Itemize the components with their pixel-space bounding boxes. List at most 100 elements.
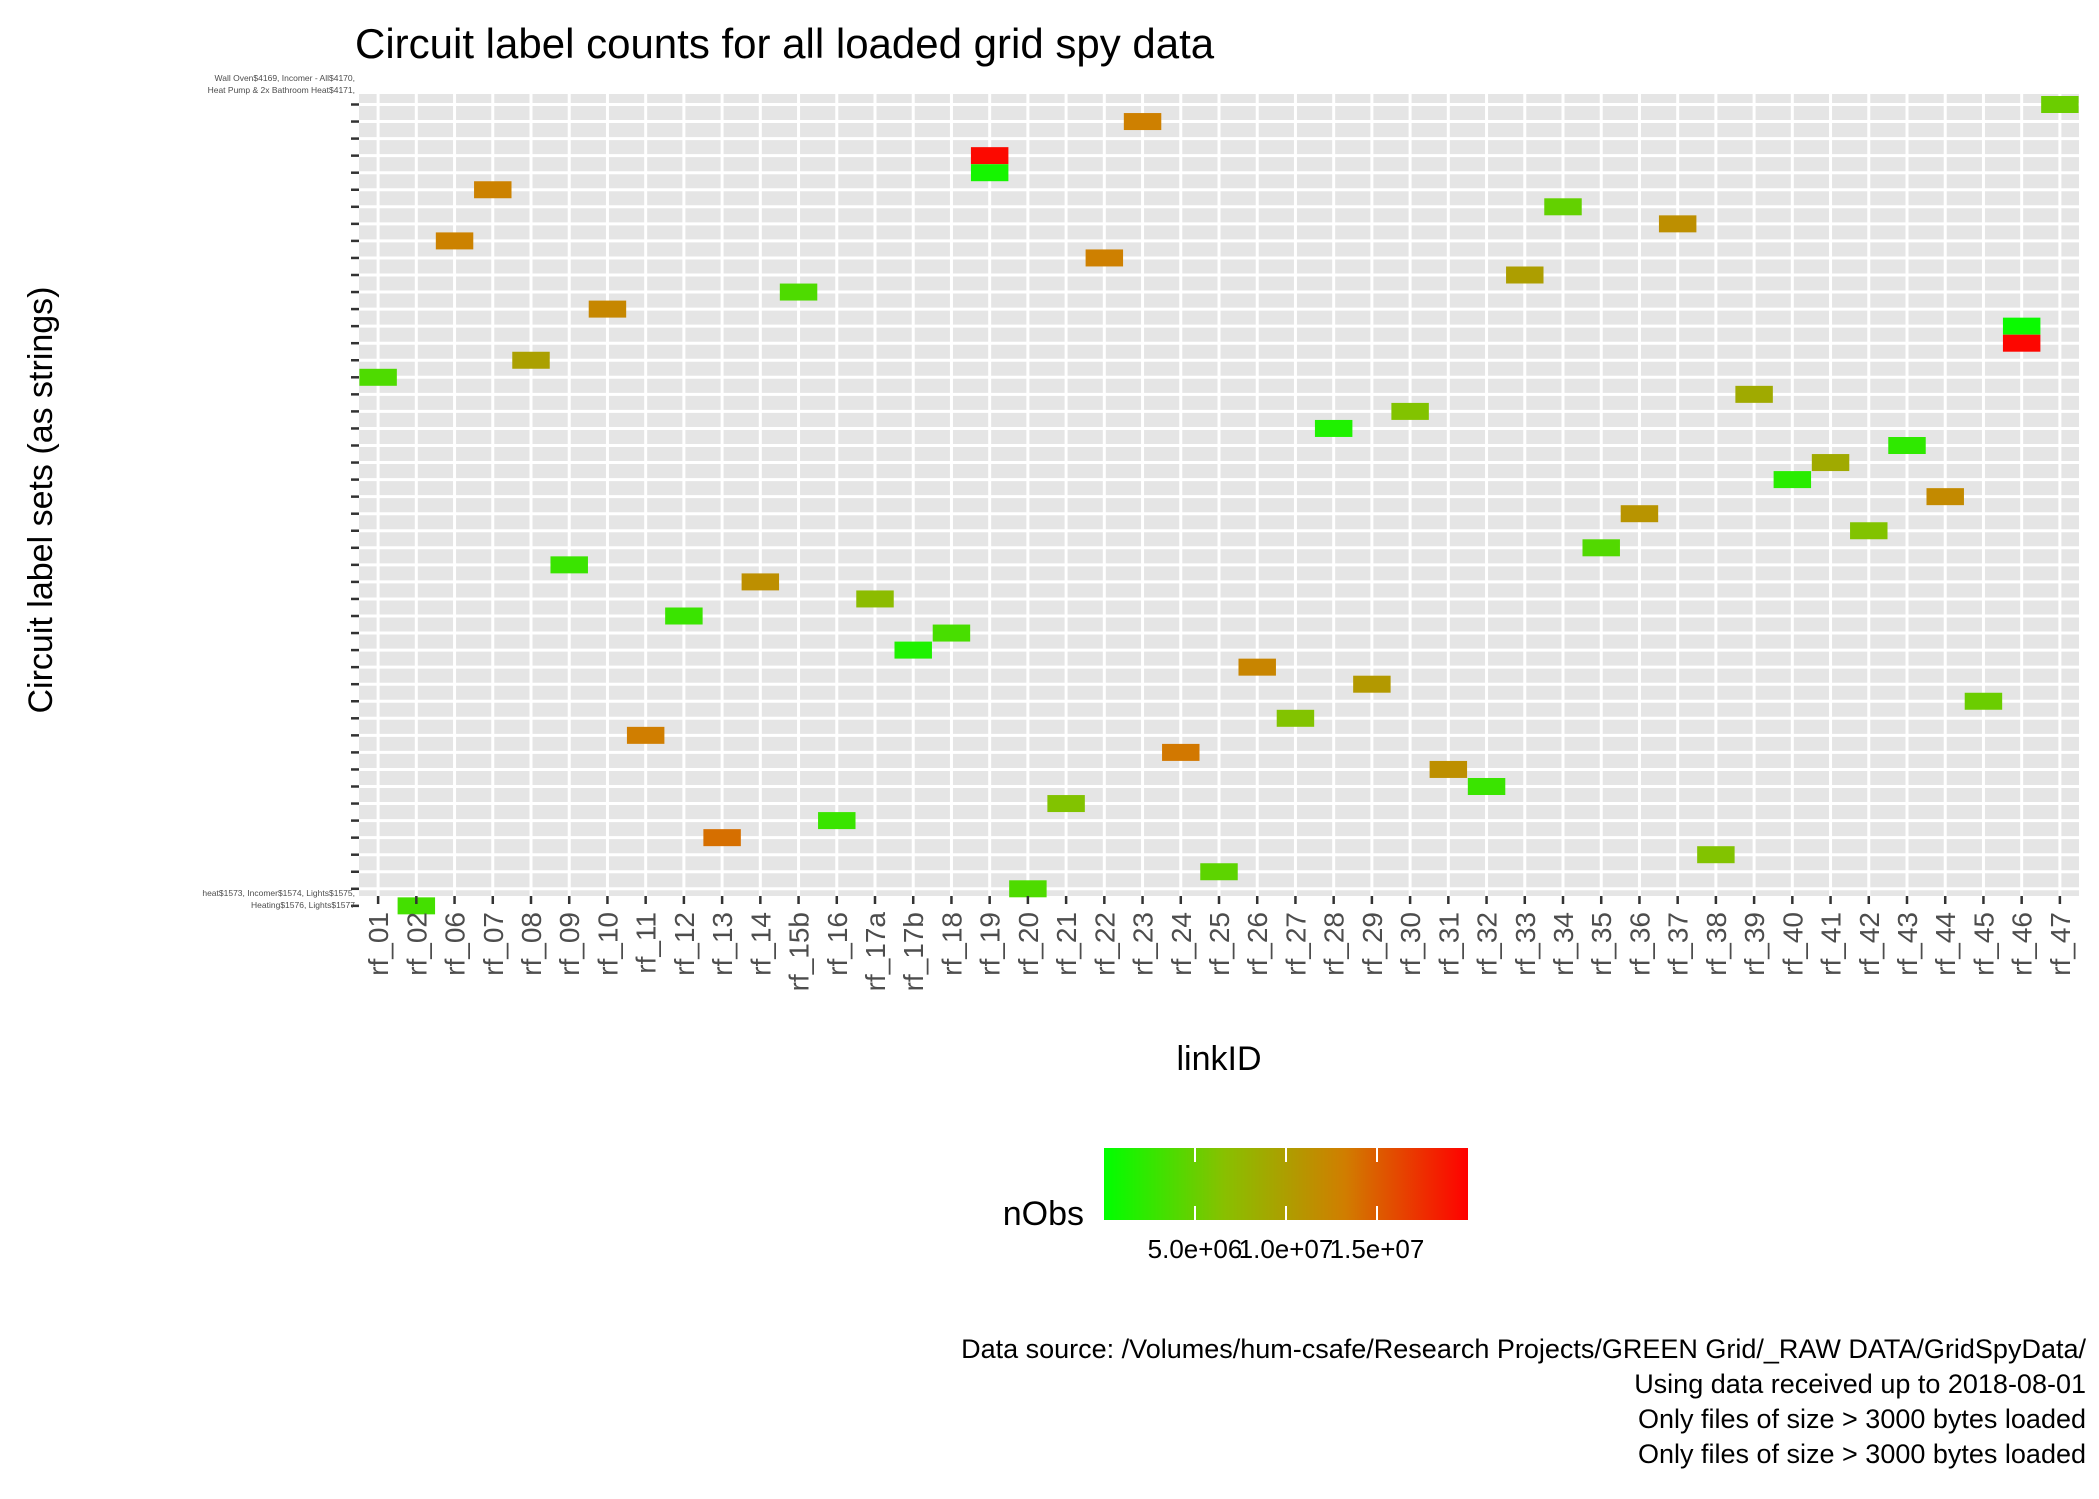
heatmap-cell-rf_19 [970,147,1009,165]
x-tick-label-rf_30: rf_30 [1395,912,1426,976]
heatmap-cell-rf_39 [1735,385,1773,403]
heatmap-cell-rf_46 [2002,317,2041,335]
y-axis-title-group: Circuit label sets (as strings) [22,286,60,713]
y-label-bottom-2: Heating$1576, Lights$1577 [251,900,355,910]
heatmap-cell-rf_06 [435,232,474,250]
heatmap-cell-rf_29 [1353,675,1391,693]
x-tick-label-rf_21: rf_21 [1051,912,1082,976]
heatmap-cell-rf_21 [1047,795,1085,813]
x-tick-label-rf_37: rf_37 [1663,912,1694,976]
heatmap-cell-rf_17b [894,641,932,659]
x-tick-label-rf_46: rf_46 [2007,912,2038,976]
heatmap-cell-rf_37 [1658,215,1697,233]
heatmap-cell-rf_02 [397,897,436,915]
heatmap-cell-rf_26 [1238,658,1276,676]
x-tick-label-rf_17b: rf_17b [898,912,929,991]
heatmap-cell-rf_35 [1582,539,1620,557]
heatmap-cell-rf_22 [1085,249,1124,267]
heatmap-cell-rf_44 [1926,488,1964,506]
x-tick-label-rf_11: rf_11 [631,912,662,974]
x-tick-label-rf_26: rf_26 [1242,912,1273,976]
heatmap-cell-rf_13 [703,829,741,847]
heatmap-cell-rf_11 [626,726,665,744]
x-tick-label-rf_10: rf_10 [592,912,623,976]
heatmap-cell-rf_23 [1123,113,1162,131]
heatmap-cell-rf_41 [1811,454,1850,472]
x-tick-label-rf_25: rf_25 [1204,912,1235,976]
x-tick-label-rf_36: rf_36 [1624,912,1655,976]
x-tick-label-rf_12: rf_12 [669,912,700,976]
heatmap-cell-rf_36 [1620,505,1659,523]
legend-title: nObs [1003,1195,1084,1233]
heatmap-cell-rf_47 [2041,96,2079,113]
x-tick-label-rf_47: rf_47 [2045,912,2076,976]
x-tick-label-rf_14: rf_14 [745,912,776,976]
heatmap-cell-rf_08 [512,351,550,369]
heatmap-cell-rf_34 [1544,198,1582,216]
heatmap-cell-rf_17a [856,590,894,608]
legend-tick-label: 1.0e+07 [1239,1234,1334,1264]
heatmap-cell-rf_43 [1888,437,1926,454]
y-label-top-1: Wall Oven$4169, Incomer - All$4170, [215,73,355,83]
y-tick-labels: Wall Oven$4169, Incomer - All$4170, Heat… [202,73,355,910]
heatmap-cell-rf_28 [1314,419,1353,437]
x-tick-label-rf_23: rf_23 [1128,912,1159,976]
x-tick-label-rf_41: rf_41 [1816,912,1847,976]
heatmap-cell-rf_24 [1162,743,1200,761]
y-tick-marks [351,103,359,908]
heatmap-cell-rf_19 [970,164,1009,182]
x-tick-label-rf_20: rf_20 [1013,912,1044,976]
grid-lines [359,94,2079,908]
heatmap-cell-rf_45 [1964,692,2003,710]
heatmap-cell-rf_30 [1391,402,1429,420]
x-tick-label-rf_28: rf_28 [1319,912,1350,976]
x-tick-label-rf_07: rf_07 [478,912,509,976]
heatmap-cell-rf_10 [588,300,627,318]
heatmap-cell-rf_46 [2002,334,2041,352]
x-tick-label-rf_43: rf_43 [1892,912,1923,976]
heatmap-cell-rf_32 [1467,778,1506,795]
x-tick-label-rf_09: rf_09 [554,912,585,976]
legend: nObs 5.0e+061.0e+071.5e+07 [1003,1148,1468,1264]
chart-title: Circuit label counts for all loaded grid… [355,20,1215,67]
caption: Data source: /Volumes/hum-csafe/Research… [961,1334,2086,1469]
x-tick-label-rf_32: rf_32 [1472,912,1503,976]
x-tick-label-rf_13: rf_13 [707,912,738,976]
x-tick-label-rf_08: rf_08 [516,912,547,976]
x-tick-label-rf_45: rf_45 [1968,912,1999,976]
y-label-bottom-1: heat$1573, Incomer$1574, Lights$1575, [202,888,355,898]
heatmap-cell-rf_38 [1697,846,1735,864]
y-label-top-2: Heat Pump & 2x Bathroom Heat$4171, [208,85,355,95]
heatmap-cell-rf_01 [359,368,397,386]
x-tick-label-rf_39: rf_39 [1739,912,1770,976]
x-tick-label-rf_40: rf_40 [1777,912,1808,976]
x-tick-label-rf_38: rf_38 [1701,912,1732,976]
legend-ticks: 5.0e+061.0e+071.5e+07 [1148,1148,1425,1264]
x-tick-label-rf_24: rf_24 [1166,912,1197,976]
heatmap-cell-rf_33 [1506,266,1544,284]
x-tick-label-rf_01: rf_01 [363,912,394,976]
legend-tick-label: 1.5e+07 [1330,1234,1425,1264]
heatmap-cells [359,96,2079,915]
heatmap-cell-rf_27 [1276,709,1315,727]
x-tick-label-rf_16: rf_16 [822,912,853,976]
heatmap-cell-rf_12 [665,607,703,625]
y-axis-title: Circuit label sets (as strings) [22,286,60,713]
legend-tick-label: 5.0e+06 [1148,1234,1243,1264]
x-tick-label-rf_06: rf_06 [440,912,471,976]
x-tick-label-rf_15b: rf_15b [784,912,815,991]
x-tick-label-rf_17a: rf_17a [860,912,891,992]
x-tick-label-rf_33: rf_33 [1510,912,1541,976]
x-tick-label-rf_22: rf_22 [1089,912,1120,976]
x-tick-label-rf_42: rf_42 [1854,912,1885,976]
x-tick-label-rf_44: rf_44 [1930,912,1961,976]
x-tick-label-rf_02: rf_02 [401,912,432,976]
caption-line-4: Only files of size > 3000 bytes loaded [1638,1439,2086,1469]
heatmap-cell-rf_14 [741,573,780,591]
heatmap-cell-rf_07 [474,181,512,199]
heatmap-cell-rf_40 [1773,471,1812,489]
heatmap-cell-rf_16 [818,812,856,830]
heatmap-cell-rf_09 [550,556,588,574]
caption-line-2: Using data received up to 2018-08-01 [1634,1369,2086,1399]
x-tick-label-rf_34: rf_34 [1548,912,1579,976]
